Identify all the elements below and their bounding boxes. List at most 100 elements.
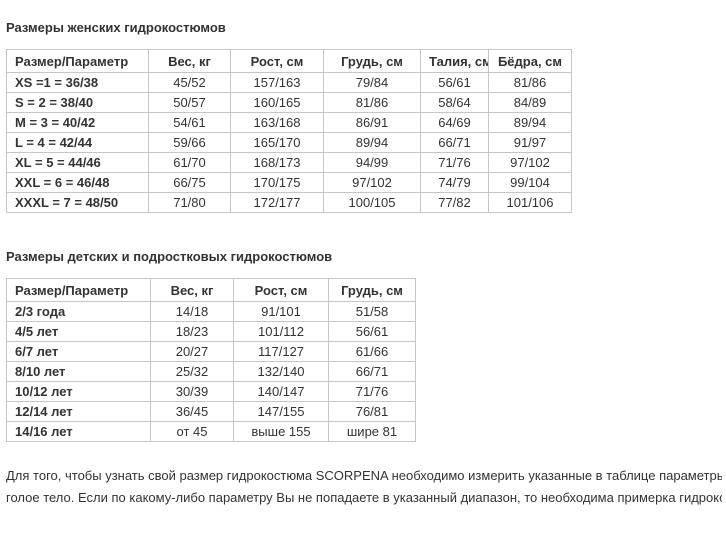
value-cell: 71/76	[328, 381, 416, 402]
value-cell: 66/75	[148, 172, 231, 193]
value-cell: 74/79	[420, 172, 489, 193]
header-cell: Вес, кг	[150, 278, 234, 302]
header-cell: Размер/Параметр	[6, 49, 149, 73]
value-cell: 79/84	[323, 72, 421, 93]
value-cell: 140/147	[233, 381, 329, 402]
value-cell: 56/61	[328, 321, 416, 342]
table-row: 8/10 лет 25/32 132/140 66/71	[6, 361, 416, 382]
value-cell: 81/86	[488, 72, 572, 93]
value-cell: 157/163	[230, 72, 324, 93]
value-cell: 97/102	[323, 172, 421, 193]
table-row: XXL = 6 = 46/48 66/75 170/175 97/102 74/79 99…	[6, 172, 572, 193]
value-cell: 59/66	[148, 132, 231, 153]
header-cell: Рост, см	[230, 49, 324, 73]
value-cell: 71/76	[420, 152, 489, 173]
table-row: 4/5 лет 18/23 101/112 56/61	[6, 321, 416, 342]
value-cell: 71/80	[148, 192, 231, 213]
row-label-cell: S = 2 = 38/40	[6, 92, 149, 113]
value-cell: шире 81	[328, 421, 416, 442]
women-table-title: Размеры женских гидрокостюмов	[6, 20, 226, 35]
value-cell: 100/105	[323, 192, 421, 213]
value-cell: 54/61	[148, 112, 231, 133]
table-row: XS =1 = 36/38 45/52 157/163 79/84 56/61 81/86	[6, 72, 572, 93]
header-cell: Рост, см	[233, 278, 329, 302]
row-label-cell: L = 4 = 42/44	[6, 132, 149, 153]
row-label-cell: 2/3 года	[6, 301, 151, 322]
value-cell: 147/155	[233, 401, 329, 422]
header-cell: Размер/Параметр	[6, 278, 151, 302]
row-label-cell: M = 3 = 40/42	[6, 112, 149, 133]
measurement-note-line-2: голое тело. Если по какому-либо параметр…	[6, 490, 722, 505]
header-cell: Талия, см	[420, 49, 489, 73]
value-cell: 91/101	[233, 301, 329, 322]
table-row: L = 4 = 42/44 59/66 165/170 89/94 66/71 91/97	[6, 132, 572, 153]
row-label-cell: 10/12 лет	[6, 381, 151, 402]
header-cell: Грудь, см	[323, 49, 421, 73]
table-row: 12/14 лет 36/45 147/155 76/81	[6, 401, 416, 422]
value-cell: 20/27	[150, 341, 234, 362]
value-cell: 117/127	[233, 341, 329, 362]
header-cell: Грудь, см	[328, 278, 416, 302]
table-row: S = 2 = 38/40 50/57 160/165 81/86 58/64 84/89	[6, 92, 572, 113]
row-label-cell: 12/14 лет	[6, 401, 151, 422]
row-label-cell: 4/5 лет	[6, 321, 151, 342]
value-cell: 76/81	[328, 401, 416, 422]
table-row: M = 3 = 40/42 54/61 163/168 86/91 64/69 89/94	[6, 112, 572, 133]
value-cell: 51/58	[328, 301, 416, 322]
value-cell: 101/106	[488, 192, 572, 213]
value-cell: 45/52	[148, 72, 231, 93]
value-cell: 36/45	[150, 401, 234, 422]
row-label-cell: XS =1 = 36/38	[6, 72, 149, 93]
value-cell: 66/71	[328, 361, 416, 382]
row-label-cell: XXL = 6 = 46/48	[6, 172, 149, 193]
value-cell: 14/18	[150, 301, 234, 322]
table-row: XL = 5 = 44/46 61/70 168/173 94/99 71/76 97/1…	[6, 152, 572, 173]
value-cell: 99/104	[488, 172, 572, 193]
value-cell: 132/140	[233, 361, 329, 382]
table-row: 2/3 года 14/18 91/101 51/58	[6, 301, 416, 322]
value-cell: 94/99	[323, 152, 421, 173]
value-cell: 172/177	[230, 192, 324, 213]
table-row: XXXL = 7 = 48/50 71/80 172/177 100/105 77/82…	[6, 192, 572, 213]
value-cell: 165/170	[230, 132, 324, 153]
row-label-cell: 14/16 лет	[6, 421, 151, 442]
value-cell: 97/102	[488, 152, 572, 173]
value-cell: 18/23	[150, 321, 234, 342]
value-cell: 89/94	[323, 132, 421, 153]
value-cell: 50/57	[148, 92, 231, 113]
row-label-cell: 6/7 лет	[6, 341, 151, 362]
value-cell: 84/89	[488, 92, 572, 113]
header-row: Размер/Параметр Вес, кг Рост, см Грудь, см Т…	[6, 49, 572, 73]
value-cell: выше 155	[233, 421, 329, 442]
value-cell: 86/91	[323, 112, 421, 133]
value-cell: 61/66	[328, 341, 416, 362]
value-cell: 64/69	[420, 112, 489, 133]
value-cell: 25/32	[150, 361, 234, 382]
header-cell: Вес, кг	[148, 49, 231, 73]
value-cell: 89/94	[488, 112, 572, 133]
value-cell: 160/165	[230, 92, 324, 113]
kids-sizes-table: Размер/Параметр Вес, кг Рост, см Грудь, см 2…	[6, 278, 416, 442]
value-cell: 58/64	[420, 92, 489, 113]
value-cell: 91/97	[488, 132, 572, 153]
value-cell: от 45	[150, 421, 234, 442]
row-label-cell: XL = 5 = 44/46	[6, 152, 149, 173]
kids-table-title: Размеры детских и подростковых гидрокост…	[6, 249, 333, 264]
table-row: 14/16 лет от 45 выше 155 шире 81	[6, 421, 416, 442]
table-row: 10/12 лет 30/39 140/147 71/76	[6, 381, 416, 402]
value-cell: 66/71	[420, 132, 489, 153]
value-cell: 77/82	[420, 192, 489, 213]
value-cell: 30/39	[150, 381, 234, 402]
table-row: 6/7 лет 20/27 117/127 61/66	[6, 341, 416, 362]
value-cell: 168/173	[230, 152, 324, 173]
value-cell: 81/86	[323, 92, 421, 113]
value-cell: 163/168	[230, 112, 324, 133]
measurement-note: Для того, чтобы узнать свой размер гидро…	[6, 465, 722, 509]
header-row: Размер/Параметр Вес, кг Рост, см Грудь, см	[6, 278, 416, 302]
page: { "colors": { "text": "#333333", "border…	[0, 20, 726, 549]
row-label-cell: XXXL = 7 = 48/50	[6, 192, 149, 213]
women-sizes-table: Размер/Параметр Вес, кг Рост, см Грудь, см Т…	[6, 49, 572, 213]
measurement-note-line-1: Для того, чтобы узнать свой размер гидро…	[6, 468, 722, 483]
value-cell: 170/175	[230, 172, 324, 193]
row-label-cell: 8/10 лет	[6, 361, 151, 382]
